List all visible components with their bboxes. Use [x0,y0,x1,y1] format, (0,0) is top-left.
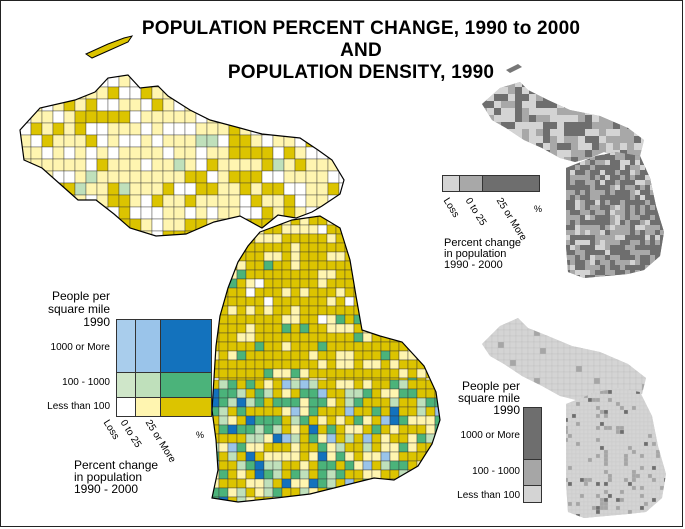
isle-royale [84,35,134,59]
legend-cell-low_density-2 [160,397,212,417]
density-class-mid: 100 - 1000 [62,377,110,388]
legend-cell-low_density-0 [116,397,136,417]
density-inset-lower [566,388,666,518]
legend-cell-low_density-1 [135,397,161,417]
inset-density-class-high: 1000 or More [460,430,520,441]
small-island [506,64,522,73]
inset-density-title-2: square mile [457,391,520,405]
legend-cell-high_density-0 [116,319,136,373]
change-swatch-loss [442,175,460,192]
legend-cell-mid_density-1 [135,372,161,398]
density-swatch-high [523,407,542,460]
legend-cell-mid_density-2 [160,372,212,398]
legend-cell-high_density-1 [135,319,161,373]
title-line-1: POPULATION PERCENT CHANGE, 1990 to 2000 [141,18,581,39]
change-title-3: 1990 - 2000 [74,482,139,496]
density-title-2: square mile [47,302,110,316]
inset-density-class-low: Less than 100 [457,490,520,501]
density-title-1: People per [51,289,110,303]
change-title-1: Percent change [74,458,159,472]
inset-change-unit: % [534,204,543,214]
legend-cell-mid_density-0 [116,372,136,398]
density-swatch-low [523,485,542,503]
density-swatch-mid [523,459,542,486]
change-title-2: in population [74,470,143,484]
title-line-2: AND [340,40,382,61]
density-title-3: 1990 [83,315,110,329]
inset-change-title-1: Percent change [444,237,522,249]
legend-cell-high_density-2 [160,319,212,373]
inset-change-title-3: 1990 - 2000 [444,259,503,271]
change-swatch-0-25 [459,175,483,192]
inset-density-title-3: 1990 [493,403,520,417]
change-unit: % [196,430,205,440]
change-swatch-25-more [482,175,540,192]
inset-density-class-mid: 100 - 1000 [472,466,520,477]
inset-density-title-1: People per [461,379,520,393]
inset-change-title-2: in population [444,248,507,260]
title-line-3: POPULATION DENSITY, 1990 [227,62,495,83]
upper-peninsula-counties [20,75,344,236]
change-inset-lower [566,152,664,278]
density-class-low: Less than 100 [47,401,110,412]
lower-peninsula-counties [212,216,440,502]
density-class-high: 1000 or More [50,342,110,353]
